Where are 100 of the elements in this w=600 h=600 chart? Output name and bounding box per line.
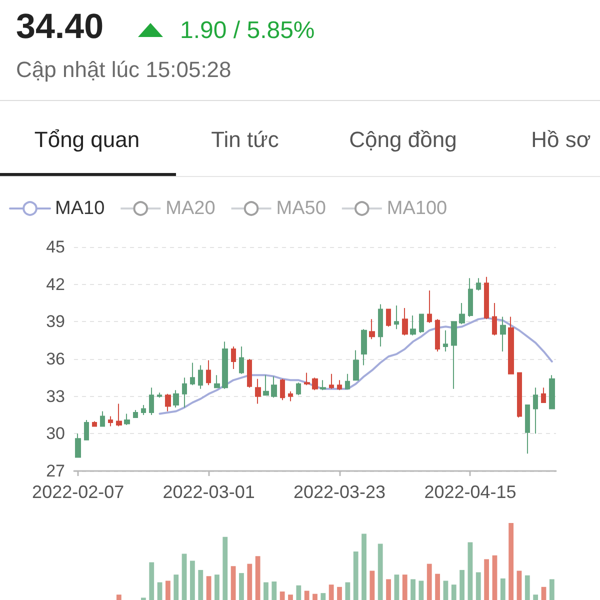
candlestick — [190, 362, 195, 386]
bar — [320, 593, 326, 600]
bar — [116, 594, 122, 600]
bar — [476, 572, 481, 600]
bar — [174, 574, 179, 600]
bar — [426, 564, 432, 600]
bar — [239, 573, 244, 600]
bar — [296, 585, 302, 600]
candlestick — [75, 433, 81, 458]
candlestick — [263, 374, 269, 396]
bar — [149, 562, 154, 600]
candlestick — [92, 420, 97, 427]
candlestick — [84, 419, 89, 440]
bar — [516, 570, 522, 600]
x-tick-label: 2022-03-23 — [293, 482, 386, 502]
y-tick-label: 30 — [46, 424, 65, 444]
bar — [288, 594, 293, 600]
candlestick — [361, 328, 367, 366]
candlestick — [541, 387, 546, 404]
bar — [312, 594, 318, 600]
legend-label: MA100 — [386, 198, 448, 219]
bar — [508, 523, 514, 600]
text: Cộng đồng — [349, 127, 457, 152]
candlestick — [165, 393, 171, 412]
candlestick — [288, 390, 293, 402]
candlestick — [206, 360, 211, 386]
legend-label: MA20 — [166, 198, 216, 219]
candlestick — [141, 404, 146, 416]
candlestick — [312, 377, 318, 391]
bar — [492, 555, 498, 600]
bar — [166, 580, 170, 600]
candlestick — [549, 374, 555, 410]
bar — [460, 570, 464, 600]
candlestick — [116, 403, 122, 427]
bar — [435, 574, 440, 600]
bar — [182, 554, 187, 600]
candlestick — [533, 387, 538, 434]
bar — [157, 582, 162, 600]
bar — [206, 576, 212, 600]
bar — [410, 579, 416, 600]
y-tick-label: 42 — [46, 274, 65, 294]
candlestick — [198, 364, 203, 390]
candlestick — [124, 413, 130, 426]
bar — [304, 590, 310, 600]
chart-title: 34.40 — [16, 7, 104, 46]
bar — [394, 574, 400, 600]
candlestick — [435, 318, 440, 352]
candlestick — [157, 392, 162, 398]
bar — [533, 594, 538, 600]
candlestick — [182, 377, 187, 408]
bar — [214, 574, 220, 600]
candlestick — [500, 316, 506, 352]
candlestick — [443, 330, 448, 352]
candlestick — [173, 390, 179, 408]
text: Hồ sơ — [531, 127, 591, 152]
candlestick — [451, 321, 457, 390]
candlestick — [304, 372, 310, 386]
bar — [280, 592, 285, 600]
bar — [190, 560, 195, 600]
candlestick — [378, 304, 383, 348]
y-tick-label: 36 — [46, 350, 65, 368]
candlestick — [517, 372, 522, 418]
bar — [272, 582, 277, 600]
candlestick — [427, 290, 432, 324]
candlestick — [296, 382, 301, 396]
candlestick — [329, 373, 334, 390]
x-tick-label: 2022-04-15 — [424, 482, 516, 502]
candlestick — [247, 358, 252, 388]
bar — [337, 586, 342, 600]
candlestick — [484, 276, 489, 320]
bar — [353, 551, 358, 600]
candlestick — [271, 376, 277, 398]
legend-label: MA10 — [55, 198, 105, 219]
bar — [264, 582, 268, 600]
bar — [370, 570, 375, 600]
candlestick — [133, 410, 138, 418]
bar — [541, 586, 546, 600]
bar — [378, 544, 383, 600]
candlestick — [525, 404, 530, 454]
candlestick — [492, 302, 497, 336]
candlestick — [410, 314, 416, 336]
bar — [484, 559, 490, 600]
candlestick — [394, 304, 399, 330]
y-tick-label: 27 — [46, 462, 65, 480]
bar — [386, 579, 391, 600]
text: Tin tức — [211, 127, 279, 152]
bar — [500, 578, 506, 600]
x-tick-label: 2022-02-07 — [32, 482, 124, 502]
candlestick — [419, 314, 424, 334]
candlestick — [320, 380, 326, 391]
bar — [222, 536, 228, 600]
candlestick — [108, 416, 113, 427]
bar — [418, 580, 424, 600]
chart-subtitle: Cập nhật lúc 15:05:28 — [16, 57, 232, 82]
y-tick-label: 33 — [46, 386, 65, 406]
candlestick — [476, 278, 481, 292]
candlestick — [222, 341, 228, 390]
bar — [402, 574, 408, 600]
bar — [443, 580, 448, 600]
candlestick — [508, 316, 514, 374]
